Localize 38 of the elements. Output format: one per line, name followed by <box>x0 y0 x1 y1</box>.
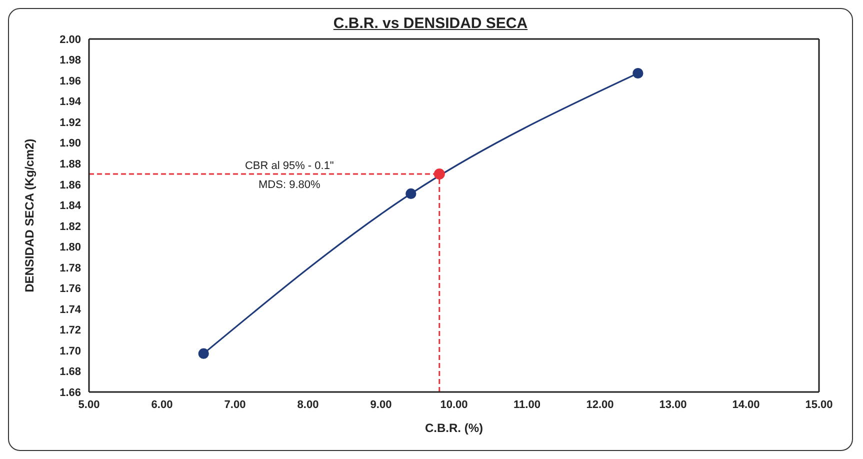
annotation: CBR al 95% - 0.1" <box>244 160 334 172</box>
y-tick-label: 1.70 <box>60 345 81 358</box>
x-tick-label: 5.00 <box>78 398 100 411</box>
y-tick-label: 2.00 <box>60 34 81 46</box>
x-tick-label: 8.00 <box>297 398 319 411</box>
y-tick-label: 1.86 <box>60 179 81 192</box>
point <box>406 188 416 199</box>
y-tick-label: 1.84 <box>60 200 82 212</box>
point <box>632 68 644 79</box>
chart-title: C.B.R. vs DENSIDAD SECA <box>332 15 529 32</box>
y-tick-label: 1.80 <box>60 242 81 254</box>
x-tick-label: 9.00 <box>370 398 392 411</box>
y-tick-label: 1.82 <box>60 220 81 233</box>
x-axis-title: C.B.R. (%) <box>425 421 483 435</box>
x-tick-label: 7.00 <box>224 398 246 411</box>
y-tick-label: 1.66 <box>60 386 81 399</box>
x-tick-label: 14.00 <box>732 398 760 411</box>
y-tick-label: 1.96 <box>60 75 81 88</box>
y-tick-label: 1.90 <box>60 138 81 150</box>
y-tick-label: 1.92 <box>60 116 81 129</box>
x-tick-label: 13.00 <box>659 398 687 411</box>
x-tick-label: 6.00 <box>151 398 173 411</box>
x-tick-label: 11.00 <box>514 398 540 411</box>
y-axis-title: DENSIDAD SECA (Kg/cm2) <box>22 138 36 292</box>
y-tick-label: 1.76 <box>60 283 81 296</box>
x-tick-label: 15.00 <box>805 398 833 411</box>
y-tick-label: 1.94 <box>60 96 82 108</box>
y-tick-label: 1.74 <box>60 304 82 316</box>
y-tick-label: 1.72 <box>60 324 81 337</box>
y-tick-label: 1.88 <box>60 158 81 170</box>
y-tick-label: 1.98 <box>60 54 81 67</box>
y-tick-label: 1.78 <box>60 262 81 274</box>
y-tick-label: 1.68 <box>60 366 81 378</box>
point <box>434 168 445 180</box>
x-tick-label: 10.00 <box>440 398 468 411</box>
annotation: MDS: 9.80% <box>258 178 320 191</box>
point <box>198 348 209 359</box>
x-tick-label: 12.00 <box>586 398 614 411</box>
